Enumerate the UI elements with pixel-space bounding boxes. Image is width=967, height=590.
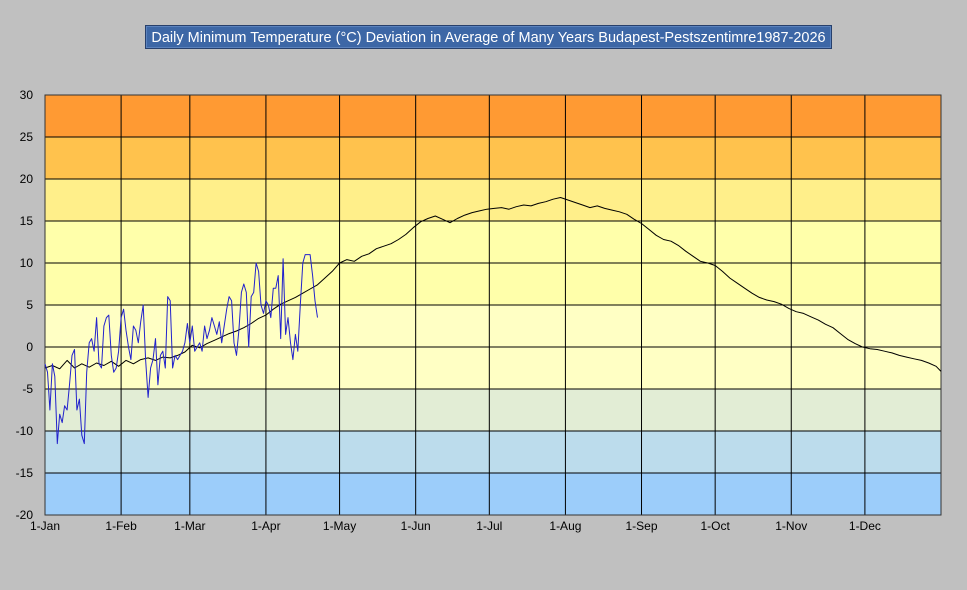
background-band	[45, 137, 941, 179]
y-tick-label: -20	[16, 508, 34, 522]
x-tick-label: 1-Mar	[174, 519, 205, 533]
current-year-line	[44, 254, 318, 445]
x-tick-label: 1-Jun	[401, 519, 431, 533]
x-tick-label: 1-Sep	[625, 519, 657, 533]
background-band	[45, 95, 941, 137]
y-tick-label: -10	[16, 424, 34, 438]
x-tick-labels: 1-Jan 1-Feb 1-Mar 1-Apr 1-May 1-Jun 1-Jul 1-Aug…	[30, 519, 881, 533]
average-line	[44, 197, 942, 372]
x-tick-label: 1-Nov	[775, 519, 807, 533]
x-tick-label: 1-Apr	[251, 519, 280, 533]
x-tick-label: 1-May	[323, 519, 356, 533]
y-tick-label: 0	[26, 340, 33, 354]
plot-frame	[44, 94, 942, 516]
background-band	[45, 431, 941, 473]
background-band	[45, 389, 941, 431]
y-tick-label: -5	[22, 382, 33, 396]
x-tick-label: 1-Aug	[549, 519, 581, 533]
x-tick-label: 1-Feb	[105, 519, 137, 533]
data-series	[44, 197, 942, 445]
y-tick-label: 25	[20, 130, 34, 144]
x-tick-label: 1-Dec	[849, 519, 881, 533]
background-band	[45, 473, 941, 515]
y-tick-label: 20	[20, 172, 34, 186]
background-band	[45, 179, 941, 221]
y-tick-label: 5	[26, 298, 33, 312]
x-tick-label: 1-Jan	[30, 519, 60, 533]
y-tick-label: 30	[20, 88, 34, 102]
y-tick-labels: 30 25 20 15 10 5 0 -5 -10 -15 -20	[16, 88, 34, 522]
chart-title: Daily Minimum Temperature (°C) Deviation…	[145, 25, 832, 49]
y-tick-label: 10	[20, 256, 34, 270]
x-tick-label: 1-Oct	[700, 519, 730, 533]
y-tick-label: 15	[20, 214, 34, 228]
y-tick-label: -15	[16, 466, 34, 480]
plot-border	[44, 94, 942, 516]
x-tick-label: 1-Jul	[476, 519, 502, 533]
